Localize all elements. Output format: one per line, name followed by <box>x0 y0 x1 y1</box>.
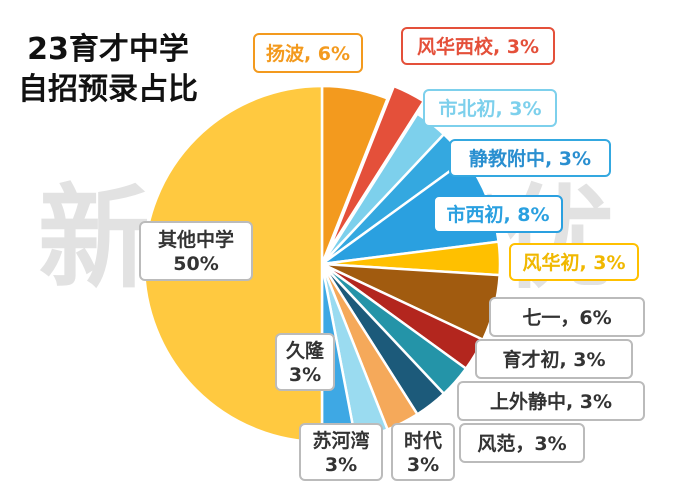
data-label-text: 苏河湾 <box>312 429 369 452</box>
data-label-text: 50% <box>173 253 218 275</box>
data-label-box <box>489 297 645 337</box>
chart-title-line-2: 自招预录占比 <box>18 72 198 107</box>
data-label-3: 市北初, 3% <box>423 89 557 127</box>
data-label-6: 风华初, 3% <box>509 243 639 281</box>
data-label-1: 扬波, 6% <box>253 33 363 73</box>
data-label-text: 3% <box>325 454 357 476</box>
data-label-text: 静教附中, 3% <box>469 147 591 170</box>
data-label-text: 育才初, 3% <box>502 348 605 371</box>
data-label-box <box>509 243 639 281</box>
data-label-text: 风华西校, 3% <box>417 35 539 58</box>
data-label-text: 3% <box>407 454 439 476</box>
chart-title-line-1: 23育才中学 <box>27 32 189 67</box>
data-label-text: 上外静中, 3% <box>490 390 612 413</box>
data-label-9: 上外静中, 3% <box>457 381 645 421</box>
data-label-text: 风范，3% <box>477 432 566 455</box>
data-label-box <box>391 423 455 481</box>
data-label-text: 市北初, 3% <box>438 97 541 120</box>
data-label-text: 久隆 <box>286 339 325 362</box>
data-label-4: 静教附中, 3% <box>449 139 611 177</box>
data-label-11: 时代3% <box>391 423 455 481</box>
data-label-10: 风范，3% <box>459 423 585 463</box>
data-label-7: 七一，6% <box>489 297 645 337</box>
data-label-box <box>401 27 555 65</box>
data-label-text: 扬波, 6% <box>266 42 350 65</box>
data-label-text: 3% <box>289 364 321 386</box>
data-label-box <box>449 139 611 177</box>
data-label-box <box>459 423 585 463</box>
data-label-text: 市西初, 8% <box>446 203 549 226</box>
data-label-13: 久隆3% <box>275 333 335 391</box>
data-label-box <box>139 221 253 281</box>
data-label-text: 其他中学 <box>158 228 234 251</box>
data-label-box <box>275 333 335 391</box>
data-label-box <box>299 423 383 481</box>
data-label-text: 时代 <box>404 430 442 452</box>
data-label-box <box>457 381 645 421</box>
data-label-text: 七一，6% <box>522 307 611 329</box>
chart-title: 23育才中学 自招预录占比 <box>8 30 208 110</box>
data-label-8: 育才初, 3% <box>475 339 633 379</box>
data-label-box <box>433 195 563 233</box>
data-label-box <box>253 33 363 73</box>
data-label-box <box>475 339 633 379</box>
data-label-text: 风华初, 3% <box>522 251 625 274</box>
data-label-2: 风华西校, 3% <box>401 27 555 65</box>
data-label-5: 市西初, 8% <box>433 195 563 233</box>
data-label-box <box>423 89 557 127</box>
